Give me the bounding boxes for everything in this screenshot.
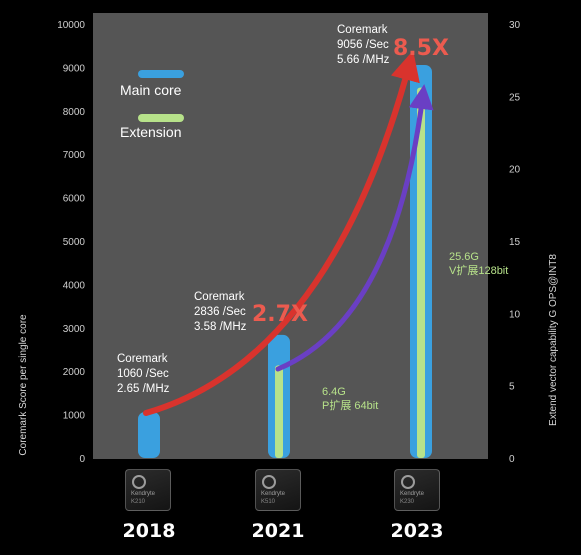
multiplier-label: 2.7X [252,302,308,327]
data-label-coremark: 3.58 /MHz [194,321,247,333]
y-tick-label-right: 25 [509,92,521,103]
y-tick-label-left: 10000 [57,20,85,31]
bar-main-core [138,411,160,458]
y-tick-label-left: 4000 [63,280,86,291]
growth-arrow-red [143,50,420,416]
y-tick-label-left: 3000 [63,324,86,335]
data-label-coremark: Coremark [194,291,245,303]
chip-brand: Kendryte [400,491,425,497]
chip-k510: Kendryte K510 [255,469,301,511]
y-tick-label-left: 7000 [63,150,86,161]
data-label-coremark: 2.65 /MHz [117,383,170,395]
legend-swatch-ext [138,114,184,122]
legend-label-ext: Extension [120,124,181,140]
data-label-coremark: Coremark [117,353,168,365]
y-axis-label-left: Coremark Score per single core [18,314,29,456]
chip-logo-icon [262,475,276,489]
chip-logo-icon [132,475,146,489]
chip-brand: Kendryte [131,491,156,497]
chip-model: K510 [261,499,276,505]
y-tick-label-left: 0 [79,454,85,465]
legend-label-main: Main core [120,82,182,98]
y-tick-label-right: 15 [509,237,521,248]
y-tick-label-left: 6000 [63,194,86,205]
x-tick-label: 2018 [122,520,176,542]
y-axis-label-right: Extend vector capability G OPS@INT8 [548,254,559,426]
chip-brand: Kendryte [261,491,286,497]
y-tick-label-right: 5 [509,382,515,393]
y-tick-label-right: 20 [509,165,521,176]
growth-arrow-purple [275,84,434,372]
x-tick-label: 2023 [390,520,444,542]
chip-k210: Kendryte K210 [125,469,171,511]
multiplier-label: 8.5X [393,36,449,61]
y-tick-label-left: 5000 [63,237,86,248]
data-label-coremark: 5.66 /MHz [337,54,390,66]
chip-model: K210 [131,499,146,505]
data-label-extension: 6.4G [322,386,346,398]
data-label-coremark: 1060 /Sec [117,368,169,380]
chip-logo-icon [401,475,415,489]
data-label-coremark: 2836 /Sec [194,306,246,318]
data-label-extension: V扩展128bit [449,263,508,277]
y-tick-label-right: 10 [509,309,521,320]
y-tick-label-right: 30 [509,20,521,31]
y-tick-label-left: 9000 [63,63,86,74]
data-label-coremark: Coremark [337,24,388,36]
y-tick-label-left: 8000 [63,107,86,118]
y-tick-label-left: 2000 [63,367,86,378]
chip-k230: Kendryte K230 [394,469,440,511]
data-label-extension: 25.6G [449,251,479,263]
y-tick-label-left: 1000 [63,411,86,422]
data-label-coremark: 9056 /Sec [337,39,389,51]
bar-extension [417,87,425,459]
data-label-extension: P扩展 64bit [322,398,378,412]
bar-extension [275,365,283,458]
legend-swatch-main [138,70,184,78]
y-tick-label-right: 0 [509,454,515,465]
chip-model: K230 [400,499,415,505]
x-tick-label: 2021 [251,520,305,542]
